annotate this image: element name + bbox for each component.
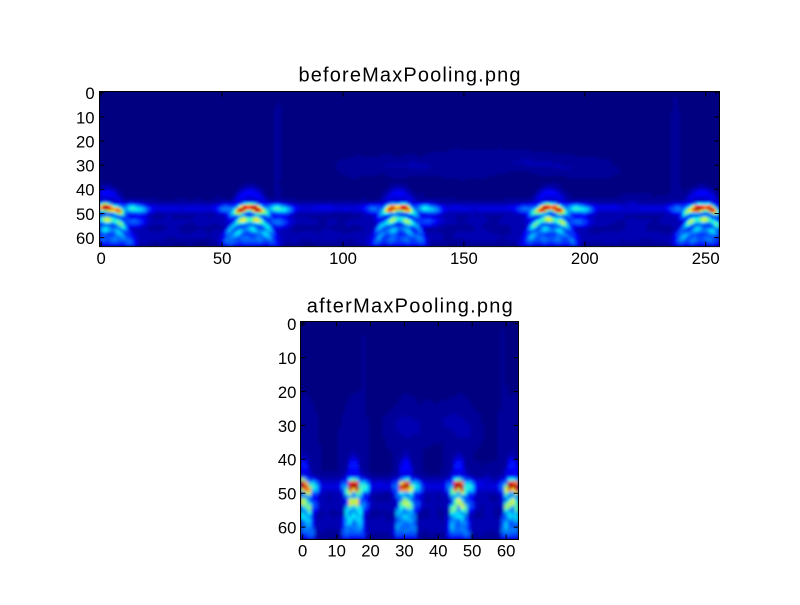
svg-text:40: 40 (76, 181, 95, 200)
svg-text:0: 0 (287, 315, 296, 334)
svg-text:10: 10 (278, 349, 297, 368)
svg-text:50: 50 (213, 249, 232, 268)
svg-text:0: 0 (85, 84, 94, 103)
svg-text:40: 40 (429, 541, 448, 560)
svg-text:20: 20 (76, 132, 95, 151)
svg-text:30: 30 (76, 157, 95, 176)
svg-text:0: 0 (97, 249, 106, 268)
svg-text:200: 200 (571, 249, 599, 268)
svg-text:30: 30 (278, 417, 297, 436)
svg-text:0: 0 (298, 541, 307, 560)
svg-text:20: 20 (361, 541, 380, 560)
svg-text:50: 50 (278, 485, 297, 504)
svg-text:afterMaxPooling.png: afterMaxPooling.png (307, 296, 513, 318)
svg-text:100: 100 (329, 249, 357, 268)
svg-text:150: 150 (450, 249, 478, 268)
svg-text:beforeMaxPooling.png: beforeMaxPooling.png (299, 65, 521, 87)
svg-text:60: 60 (278, 519, 297, 538)
svg-text:250: 250 (692, 249, 720, 268)
svg-text:10: 10 (76, 108, 95, 127)
svg-text:10: 10 (327, 541, 346, 560)
svg-text:50: 50 (463, 541, 482, 560)
svg-text:30: 30 (395, 541, 414, 560)
svg-text:60: 60 (497, 541, 516, 560)
svg-text:60: 60 (76, 229, 95, 248)
svg-text:50: 50 (76, 205, 95, 224)
svg-text:40: 40 (278, 451, 297, 470)
svg-text:20: 20 (278, 383, 297, 402)
